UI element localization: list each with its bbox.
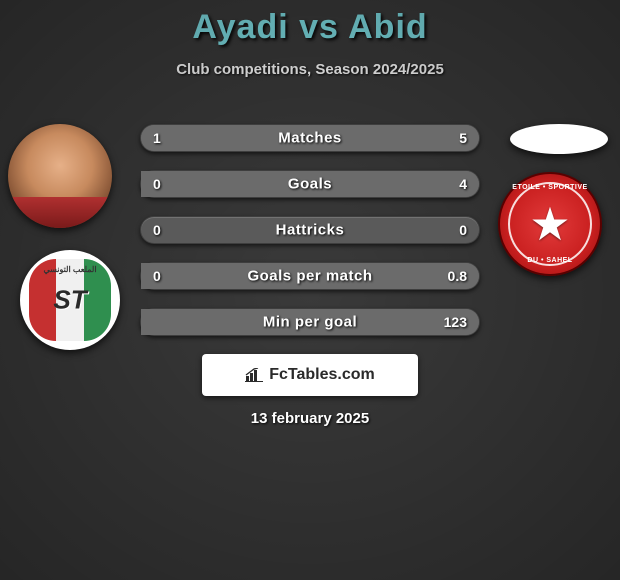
date-text: 13 february 2025 bbox=[0, 410, 620, 427]
stats-bars: 1Matches50Goals40Hattricks00Goals per ma… bbox=[140, 124, 480, 354]
page-subtitle: Club competitions, Season 2024/2025 bbox=[0, 61, 620, 78]
team-right-logo: ETOILE • SPORTIVE ★ DU • SAHEL bbox=[498, 172, 602, 276]
stat-bar: Min per goal123 bbox=[140, 308, 480, 336]
stat-label: Min per goal bbox=[141, 314, 479, 331]
player-left-photo bbox=[8, 124, 112, 228]
page-title: Ayadi vs Abid bbox=[0, 0, 620, 47]
stat-value-right: 4 bbox=[459, 176, 467, 192]
stat-value-right: 5 bbox=[459, 130, 467, 146]
stat-label: Hattricks bbox=[141, 222, 479, 239]
stat-value-right: 0 bbox=[459, 222, 467, 238]
stat-value-right: 0.8 bbox=[448, 268, 467, 284]
stat-bar: 0Hattricks0 bbox=[140, 216, 480, 244]
stat-bar: 0Goals per match0.8 bbox=[140, 262, 480, 290]
stat-value-right: 123 bbox=[444, 314, 467, 330]
stat-bar: 0Goals4 bbox=[140, 170, 480, 198]
stat-label: Matches bbox=[141, 130, 479, 147]
stat-label: Goals bbox=[141, 176, 479, 193]
badge-text: FcTables.com bbox=[269, 366, 375, 384]
team-left-initials: ST bbox=[29, 285, 111, 316]
team-left-logo: الملعب التونسي ST bbox=[20, 250, 120, 350]
chart-icon bbox=[245, 368, 263, 382]
player-right-placeholder bbox=[510, 124, 608, 154]
stat-label: Goals per match bbox=[141, 268, 479, 285]
stat-bar: 1Matches5 bbox=[140, 124, 480, 152]
fctables-badge[interactable]: FcTables.com bbox=[202, 354, 418, 396]
